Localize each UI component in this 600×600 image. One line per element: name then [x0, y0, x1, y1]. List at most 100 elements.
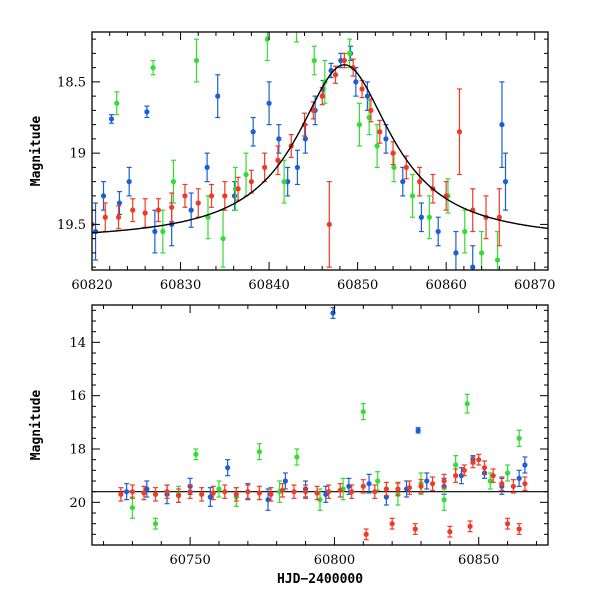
data-point	[467, 520, 473, 533]
data-point	[233, 487, 239, 502]
data-point	[187, 484, 193, 499]
point-marker	[114, 100, 120, 106]
series-1	[92, 45, 509, 270]
point-marker	[302, 489, 309, 495]
point-marker	[319, 93, 325, 99]
y-tick-label: 18.5	[57, 75, 86, 90]
series-2	[114, 32, 501, 270]
point-marker	[441, 497, 447, 503]
y-tick-label: 14	[69, 336, 86, 351]
data-point	[210, 485, 216, 501]
data-point	[490, 468, 496, 483]
point-marker	[102, 214, 108, 220]
data-point	[470, 245, 476, 270]
data-point	[406, 480, 413, 495]
point-marker	[207, 494, 213, 500]
data-point	[291, 484, 297, 499]
data-point	[215, 74, 221, 119]
point-marker	[164, 489, 170, 495]
point-marker	[447, 529, 453, 535]
data-point	[453, 468, 459, 483]
point-marker	[129, 505, 136, 511]
data-point	[302, 484, 309, 499]
data-point	[266, 81, 272, 126]
data-point	[169, 192, 175, 223]
data-point	[188, 192, 194, 228]
point-marker	[175, 493, 182, 499]
point-marker	[390, 150, 396, 156]
point-marker	[116, 200, 123, 206]
point-marker	[453, 462, 459, 468]
point-marker	[210, 490, 216, 496]
data-point	[248, 169, 254, 194]
data-point	[302, 124, 308, 154]
point-marker	[279, 487, 286, 493]
point-marker	[409, 193, 416, 199]
point-marker	[418, 214, 424, 220]
point-marker	[126, 179, 132, 185]
point-marker	[193, 57, 200, 64]
point-marker	[129, 489, 136, 495]
data-point	[275, 145, 281, 176]
data-point	[193, 448, 199, 461]
data-point	[160, 209, 166, 254]
point-marker	[360, 409, 366, 415]
x-tick-label: 60750	[169, 553, 210, 568]
data-point	[504, 464, 511, 482]
data-point	[435, 216, 441, 247]
data-point	[424, 472, 430, 490]
data-point	[144, 480, 150, 498]
data-point	[281, 159, 287, 204]
point-marker	[124, 489, 130, 495]
point-marker	[311, 57, 317, 64]
point-marker	[256, 490, 262, 496]
point-marker	[395, 486, 401, 492]
point-marker	[215, 93, 221, 99]
point-marker	[222, 489, 228, 495]
point-marker	[262, 164, 268, 170]
point-marker	[356, 122, 363, 128]
point-marker	[243, 171, 249, 178]
data-point	[231, 181, 238, 211]
point-marker	[406, 485, 413, 491]
data-point	[175, 488, 182, 503]
point-marker	[187, 489, 193, 495]
data-point	[222, 484, 228, 499]
data-point	[279, 483, 286, 498]
data-point	[476, 453, 482, 466]
data-point	[522, 456, 528, 474]
data-point	[222, 181, 228, 211]
point-marker	[225, 465, 231, 471]
point-marker	[403, 164, 409, 170]
data-point	[100, 181, 107, 211]
data-point	[250, 116, 256, 147]
data-point	[360, 403, 366, 421]
data-point	[339, 32, 345, 33]
top-axes-frame	[91, 31, 549, 271]
data-point	[276, 124, 282, 154]
model-fit-curve	[92, 64, 548, 234]
data-point	[142, 198, 148, 228]
point-marker	[326, 489, 332, 495]
point-marker	[426, 214, 432, 220]
data-point	[164, 484, 170, 499]
bottom-panel: 60750 60800 60850 14 16 18 20 Magnitude HJD−2400…	[29, 304, 549, 587]
point-marker	[144, 486, 150, 492]
point-marker	[188, 207, 194, 213]
data-point	[447, 525, 453, 538]
data-point	[225, 459, 231, 477]
point-marker	[400, 179, 406, 185]
data-point	[364, 81, 370, 111]
data-point	[129, 484, 136, 499]
data-point	[383, 481, 389, 497]
bottom-plot-area	[92, 307, 548, 541]
data-point	[115, 205, 122, 230]
point-marker	[231, 193, 238, 199]
data-point	[496, 188, 502, 247]
data-point	[182, 183, 188, 208]
point-marker	[453, 473, 459, 479]
point-marker	[359, 86, 365, 92]
point-marker	[170, 179, 177, 185]
data-point	[366, 473, 372, 494]
point-marker	[494, 257, 501, 263]
